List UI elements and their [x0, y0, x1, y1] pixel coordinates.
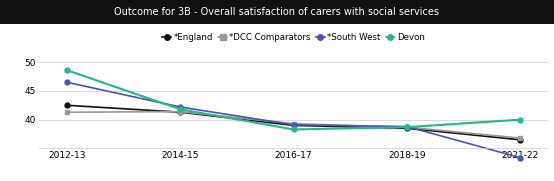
Text: Outcome for 3B - Overall satisfaction of carers with social services: Outcome for 3B - Overall satisfaction of…	[115, 7, 439, 17]
Legend: *England, *DCC Comparators, *South West, Devon: *England, *DCC Comparators, *South West,…	[162, 33, 425, 42]
